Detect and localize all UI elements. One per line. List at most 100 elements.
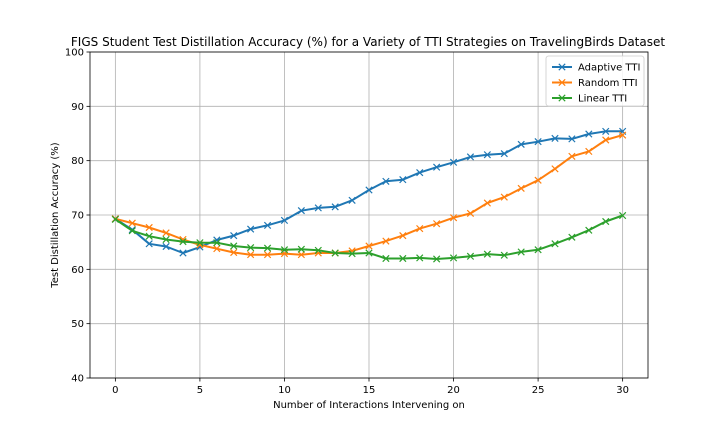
data-point bbox=[433, 163, 441, 171]
data-point bbox=[466, 209, 475, 217]
legend-item: Linear TTI bbox=[552, 94, 627, 105]
data-point bbox=[399, 254, 407, 263]
series-random-tti bbox=[111, 131, 627, 259]
x-tick-label: 20 bbox=[447, 385, 460, 396]
data-point bbox=[230, 248, 238, 257]
data-point bbox=[382, 237, 390, 245]
data-point bbox=[263, 221, 272, 229]
x-tick-label: 0 bbox=[112, 385, 118, 396]
series-adaptive-tti bbox=[111, 127, 627, 257]
data-point bbox=[348, 249, 356, 258]
data-point bbox=[280, 216, 289, 225]
legend: Adaptive TTI Random TTI Linear TTI bbox=[545, 55, 645, 107]
data-point bbox=[111, 215, 119, 223]
data-point bbox=[466, 153, 475, 161]
data-point bbox=[602, 136, 610, 144]
data-point bbox=[213, 245, 221, 253]
data-point bbox=[500, 149, 508, 158]
data-point bbox=[162, 229, 170, 237]
x-tick-label: 30 bbox=[616, 385, 629, 396]
x-tick-label: 5 bbox=[197, 385, 203, 396]
data-point bbox=[551, 240, 559, 248]
data-point bbox=[517, 248, 525, 256]
y-axis-label: Test Distillation Accuracy (%) bbox=[50, 142, 61, 289]
legend-marker bbox=[558, 94, 566, 102]
data-point bbox=[551, 165, 559, 173]
data-point bbox=[230, 242, 238, 250]
data-point bbox=[483, 151, 491, 159]
y-tick-label: 60 bbox=[71, 265, 84, 276]
legend-label: Adaptive TTI bbox=[578, 63, 640, 74]
data-point bbox=[331, 249, 339, 257]
y-tick-label: 90 bbox=[71, 102, 84, 113]
data-point bbox=[500, 251, 508, 259]
data-point bbox=[128, 219, 136, 227]
data-point bbox=[382, 254, 390, 263]
data-point bbox=[297, 207, 305, 215]
series-layer bbox=[111, 127, 627, 263]
y-tick-label: 70 bbox=[71, 211, 84, 222]
data-point bbox=[551, 134, 559, 143]
data-point bbox=[602, 217, 610, 226]
data-point bbox=[382, 177, 390, 185]
data-point bbox=[449, 158, 458, 166]
data-point bbox=[399, 176, 407, 184]
data-point bbox=[263, 251, 272, 259]
data-point bbox=[500, 193, 508, 201]
data-point bbox=[365, 242, 373, 250]
data-point bbox=[145, 240, 153, 248]
legend-box bbox=[545, 55, 645, 107]
data-point bbox=[297, 245, 305, 253]
chart-title: FIGS Student Test Distillation Accuracy … bbox=[71, 35, 665, 49]
data-point bbox=[196, 239, 204, 247]
data-point bbox=[619, 131, 627, 139]
data-point bbox=[483, 250, 491, 258]
data-point bbox=[314, 204, 322, 212]
data-point bbox=[280, 246, 289, 254]
data-point bbox=[433, 220, 441, 228]
data-point bbox=[568, 152, 576, 160]
data-point bbox=[179, 249, 187, 257]
data-point bbox=[534, 138, 542, 146]
data-point bbox=[416, 224, 424, 233]
data-point bbox=[534, 246, 542, 254]
data-point bbox=[145, 232, 153, 240]
y-tick-label: 50 bbox=[71, 319, 84, 330]
legend-label: Random TTI bbox=[578, 78, 638, 89]
x-tick-label: 25 bbox=[532, 385, 545, 396]
data-point bbox=[602, 127, 610, 135]
legend-label: Linear TTI bbox=[578, 94, 627, 105]
data-point bbox=[247, 225, 255, 233]
data-point bbox=[399, 232, 407, 240]
y-tick-label: 40 bbox=[71, 374, 84, 385]
legend-marker bbox=[558, 78, 566, 87]
data-point bbox=[619, 211, 627, 220]
data-point bbox=[568, 135, 576, 143]
data-point bbox=[263, 244, 272, 252]
data-point bbox=[585, 147, 593, 156]
data-point bbox=[348, 196, 356, 204]
data-point bbox=[247, 251, 255, 259]
data-point bbox=[128, 227, 136, 235]
data-point bbox=[162, 235, 170, 244]
x-tick-label: 15 bbox=[363, 385, 376, 396]
data-point bbox=[179, 237, 187, 246]
data-point bbox=[416, 168, 424, 177]
series-linear-tti bbox=[111, 211, 627, 263]
data-point bbox=[331, 203, 339, 211]
data-point bbox=[466, 252, 475, 260]
data-point bbox=[517, 140, 525, 148]
data-point bbox=[534, 176, 542, 184]
legend-marker bbox=[558, 63, 566, 71]
data-point bbox=[517, 184, 525, 193]
legend-item: Adaptive TTI bbox=[552, 63, 640, 74]
data-point bbox=[297, 251, 305, 259]
data-point bbox=[433, 255, 441, 263]
data-point bbox=[213, 239, 221, 247]
axis-ticks: 0 5 10 15 20 25 30 40 50 60 70 80 90 100 bbox=[65, 48, 629, 397]
data-point bbox=[314, 246, 322, 254]
y-tick-label: 80 bbox=[71, 156, 84, 167]
data-point bbox=[585, 130, 593, 138]
data-point bbox=[449, 214, 458, 222]
